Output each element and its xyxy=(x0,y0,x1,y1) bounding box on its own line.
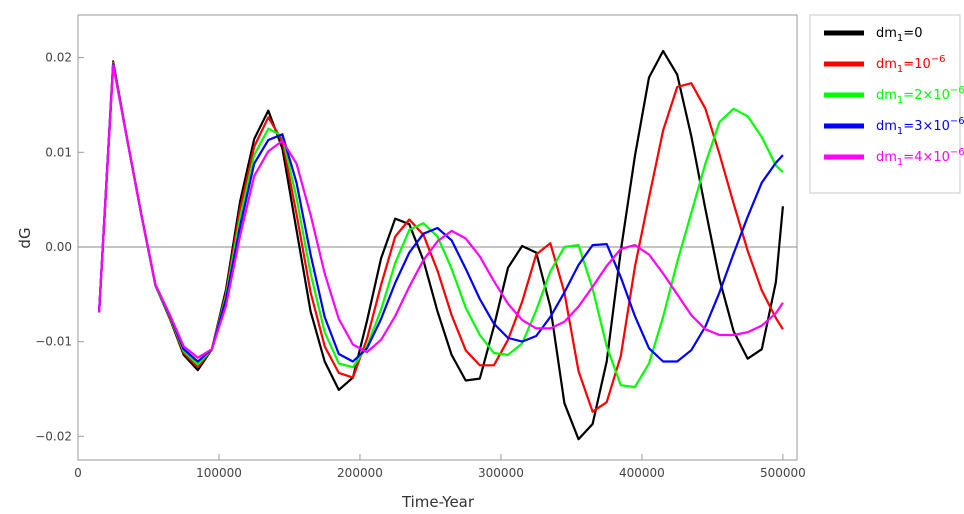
y-tick-label: 0.01 xyxy=(45,145,72,159)
legend-label-5: dm1=4×10−6 xyxy=(876,147,964,168)
series-line-4 xyxy=(98,63,784,363)
x-axis-title: Time-Year xyxy=(401,493,475,511)
x-tick-label: 500000 xyxy=(760,466,806,480)
legend-label-2: dm1=10−6 xyxy=(876,54,945,75)
y-tick-label: −0.01 xyxy=(35,335,72,349)
x-tick-label: 300000 xyxy=(478,466,524,480)
y-tick-label: 0.00 xyxy=(45,240,72,254)
plot-frame xyxy=(77,14,798,461)
legend-label-3: dm1=2×10−6 xyxy=(876,85,964,106)
y-axis-title: dG xyxy=(16,227,34,248)
series-layer xyxy=(98,49,784,441)
x-tick-label: 0 xyxy=(74,466,82,480)
legend: dm1=0 dm1=10−6 dm1=2×10−6 dm1=3×10−6 dm1=4×1… xyxy=(809,14,964,194)
legend-label-1: dm1=0 xyxy=(876,26,922,44)
y-tick-label: 0.02 xyxy=(45,51,72,65)
legend-box xyxy=(809,14,961,194)
legend-label-4: dm1=3×10−6 xyxy=(876,116,964,137)
series-line-5 xyxy=(98,64,784,359)
x-tick-label: 400000 xyxy=(619,466,665,480)
x-tick-label: 100000 xyxy=(196,466,242,480)
y-tick-label: −0.02 xyxy=(35,429,72,443)
tick-layer: 0 100000 200000 300000 400000 500000 −0.02 −0.0… xyxy=(35,51,806,480)
legend-items: dm1=0 dm1=10−6 dm1=2×10−6 dm1=3×10−6 dm1=4×1… xyxy=(824,26,964,168)
x-tick-label: 200000 xyxy=(337,466,383,480)
series-line-3 xyxy=(98,62,784,389)
